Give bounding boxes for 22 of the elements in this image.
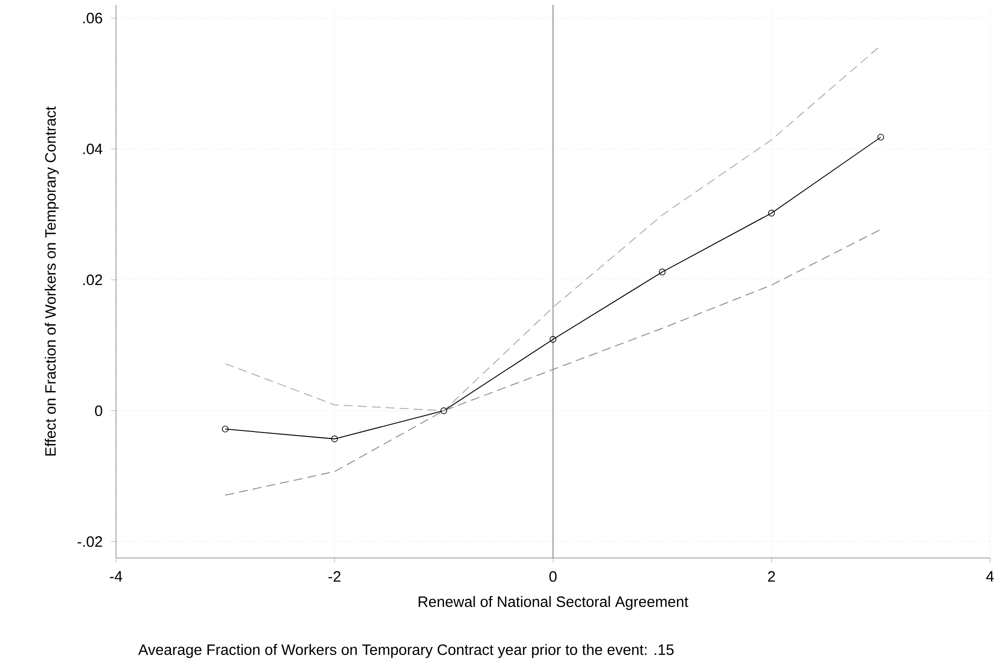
y-tick-label: 0 (95, 405, 102, 416)
point (658, 268, 666, 276)
point (440, 407, 448, 414)
y-tick-label: .02 (83, 274, 102, 286)
x-axis-title: Renewal of National Sectoral Agreement (418, 596, 688, 610)
y-tick-label: .06 (83, 12, 102, 24)
point (331, 436, 338, 442)
point (877, 134, 884, 141)
x-tick-label: -2 (328, 571, 340, 582)
point (768, 210, 775, 216)
y-tick-label: .04 (83, 144, 102, 154)
x-tick-label: 0 (549, 571, 557, 582)
y-axis-title: Effect on Fraction of Workers on Temporary Contract (44, 106, 59, 456)
x-tick-label: 2 (768, 571, 775, 582)
text: Avearage Fraction of Workers on Temporary Contract year prior to the event: .15 (138, 644, 674, 658)
x-tick-label: -4 (110, 571, 122, 582)
line-series (224, 229, 882, 496)
point (222, 426, 229, 432)
point (550, 336, 556, 343)
x-tick-label: 4 (986, 571, 994, 582)
line-series (224, 45, 882, 412)
y-tick-label: -.02 (78, 536, 102, 547)
